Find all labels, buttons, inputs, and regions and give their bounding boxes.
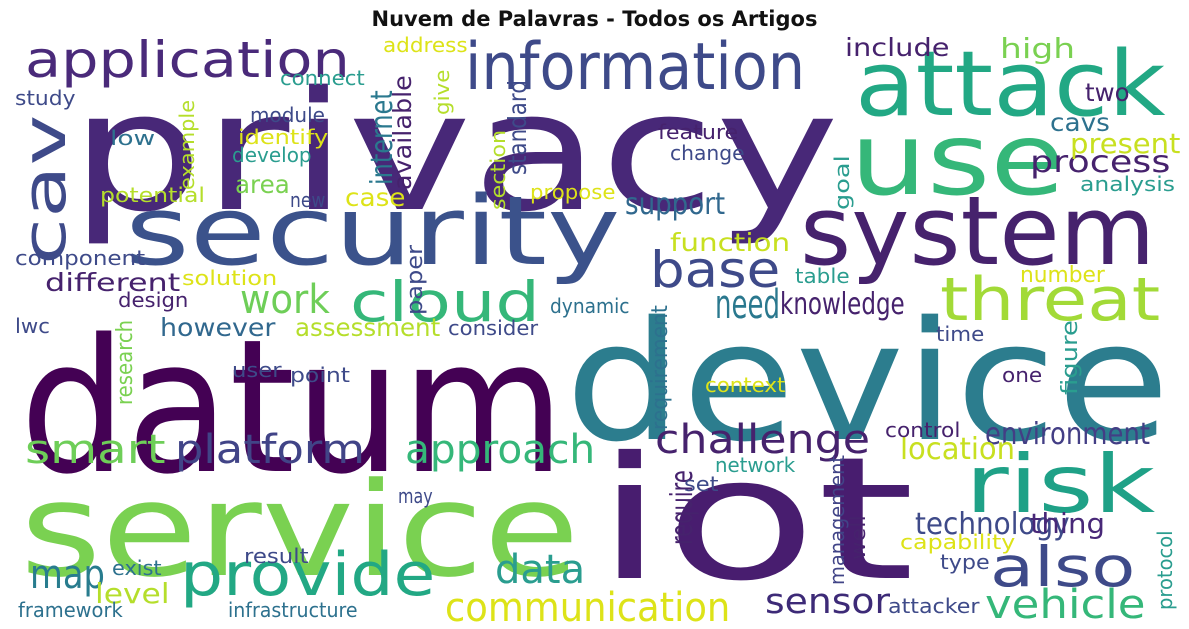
word-figure: figure [1058,320,1083,395]
word-level: level [95,577,170,610]
word-area: area [235,170,290,199]
word-management: management [825,455,849,585]
word-infrastructure: infrastructure [228,598,358,622]
word-map: map [30,552,105,598]
word-consider: consider [448,316,539,340]
word-exist: exist [112,556,162,580]
word-low: low [110,126,156,150]
word-design: design [118,288,189,312]
word-provide: provide [180,540,436,610]
word-information: information [465,30,806,105]
word-goal: goal [830,155,854,210]
word-cavs: cavs [1050,108,1110,137]
word-smart: smart [25,427,166,473]
word-risk: risk [965,438,1156,531]
word-control: control [885,418,961,442]
word-platform: platform [175,427,365,473]
word-knowledge: knowledge [780,287,905,322]
word-technology: technology [915,507,1070,542]
word-attacker: attacker [888,594,980,618]
word-challenge: challenge [655,417,871,463]
word-context: context [705,373,786,397]
word-vehicle: vehicle [985,582,1146,628]
word-thing: thing [1030,507,1106,540]
word-case: case [345,183,406,212]
word-one: one [1002,363,1043,387]
word-set: set [684,472,719,496]
word-present: present [1070,127,1181,160]
word-section: section [486,129,510,210]
word-user: user [232,358,282,382]
word-however: however [160,313,276,342]
word-assessment: assessment [295,313,441,342]
word-also: also [990,535,1136,599]
word-cloud: cloud [350,270,540,334]
word-number: number [1020,263,1105,288]
word-different: different [45,268,181,297]
word-point: point [290,363,351,387]
word-approach: approach [405,427,596,473]
word-support: support [625,187,726,222]
word-paper: paper [403,245,428,315]
word-attack: attack [855,32,1166,137]
word-identify: identify [238,125,329,149]
word-component: component [15,246,146,270]
word-network: network [715,453,796,477]
word-type: type [940,550,990,574]
chart-title: Nuvem de Palavras - Todos os Artigos [371,7,818,31]
word-propose: propose [530,180,616,204]
word-cav: cav [10,114,80,265]
word-research: research [113,319,138,405]
word-well: well [846,515,870,560]
word-new: new [290,188,326,212]
word-table: table [795,264,850,288]
word-example: example [175,99,199,190]
word-potential: potential [100,183,205,207]
word-base: base [650,241,781,299]
word-capability: capability [900,530,1016,554]
word-use: use [850,101,1066,218]
word-location: location [900,432,1016,467]
word-available: available [388,75,417,190]
word-iot: iot [595,421,915,619]
word-communication: communication [445,585,731,629]
word-high: high [1000,32,1076,65]
word-two: two [1085,78,1130,107]
word-privacy: privacy [70,56,840,248]
word-work: work [240,277,330,323]
word-datum: datum [20,299,565,515]
word-process: process [1030,145,1171,180]
word-develop: develop [232,143,312,167]
word-module: module [250,103,325,127]
word-system: system [800,177,1156,287]
word-solution: solution [182,266,278,290]
word-result: result [244,544,309,568]
word-protocol: protocol [1153,530,1177,610]
word-service: service [20,454,580,606]
word-feature: feature [658,120,739,144]
word-include: include [845,33,950,62]
word-lwc: lwc [15,314,50,338]
word-change: change [670,141,745,165]
word-security: security [125,177,621,287]
word-time: time [936,322,985,346]
word-give: give [430,69,454,115]
word-framework: framework [18,598,123,622]
word-requirement: requirement [648,305,673,430]
word-connect: connect [280,66,365,90]
word-application: application [25,31,350,89]
word-environment: environment [985,417,1151,452]
word-address: address [383,33,468,57]
word-sensor: sensor [765,582,890,622]
word-analysis: analysis [1080,172,1175,196]
word-may: may [398,484,433,508]
word-function: function [670,228,791,257]
word-study: study [15,86,76,110]
word-device: device [565,286,1170,478]
word-dynamic: dynamic [550,294,630,318]
word-need: need [715,282,780,328]
word-threat: threat [940,265,1161,335]
word-data: data [495,547,586,593]
